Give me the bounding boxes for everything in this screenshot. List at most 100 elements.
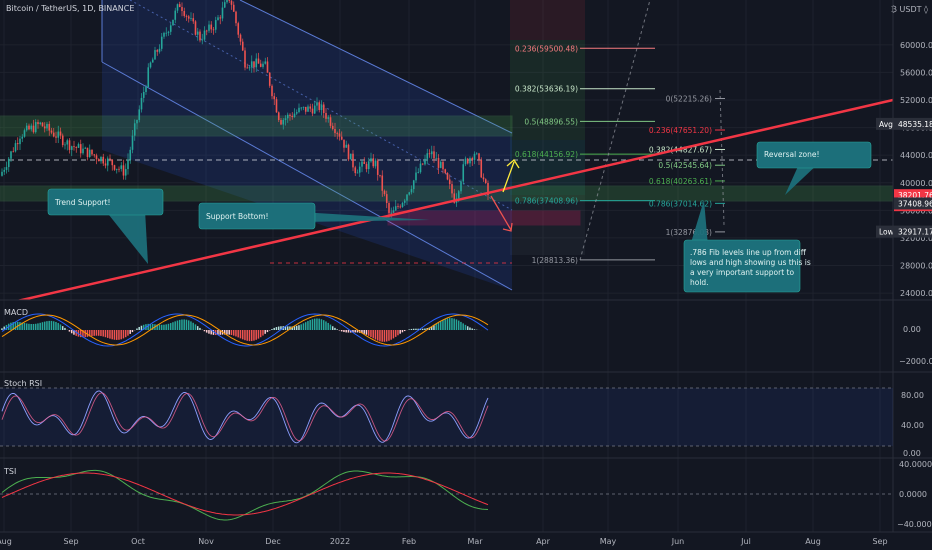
price-tick-9: 24000.00 [900, 289, 932, 298]
price-tick-1: 56000.00 [900, 68, 932, 77]
macd-bar [14, 321, 17, 330]
candle-body [286, 114, 289, 119]
macd-bar [147, 323, 149, 330]
candle-body [19, 138, 21, 145]
channel-lower-line[interactable] [101, 61, 513, 291]
price-pane[interactable]: 0.236(59500.48) 0.382(53636.19) 0.5(48896.… [0, 0, 893, 305]
macd-bar [106, 330, 109, 338]
candle-body [91, 149, 93, 155]
time-tick-13: Sep [872, 537, 887, 546]
macd-bar [232, 330, 235, 336]
macd-bar [289, 326, 291, 330]
candle-body [183, 11, 186, 16]
candle-body [437, 158, 440, 168]
macd-pane[interactable]: MACD 0.00 −2000.00 [1, 308, 932, 366]
currency-label: ₿ USDT ◊ [891, 5, 928, 14]
macd-bar [424, 328, 426, 330]
macd-bar [41, 322, 44, 330]
reversal-zone-callout[interactable]: Reversal zone! [756, 141, 872, 195]
candle-body [365, 163, 368, 170]
macd-bar [266, 330, 269, 333]
fib-levels-callout[interactable]: .786 Fib levels line up from diff lows an… [683, 200, 811, 293]
macd-bar [73, 330, 75, 335]
candle-body [293, 113, 296, 118]
macd-bar [21, 322, 23, 330]
macd-bar [3, 326, 5, 330]
fib-retracement-left[interactable]: 0.236(59500.48) 0.382(53636.19) 0.5(48896.… [515, 44, 655, 265]
candle-body [253, 61, 255, 68]
time-axis[interactable]: Aug Sep Oct Nov Dec 2022 Feb Mar Apr May Jun Jul Aug… [0, 537, 888, 546]
stoch-rsi-band [0, 388, 893, 446]
tsi-pane[interactable]: TSI 40.0000 0.0000 −40.0000 [0, 460, 932, 529]
candle-body [426, 153, 429, 159]
candle-body [336, 133, 339, 134]
descending-channel[interactable] [102, 0, 512, 290]
candle-body [275, 99, 278, 113]
support-bottom-zone[interactable] [387, 210, 581, 226]
candle-body [428, 153, 431, 155]
macd-bar [361, 330, 363, 334]
candle-body [403, 200, 406, 203]
resistance-zone[interactable] [0, 115, 513, 137]
trend-support-line[interactable] [0, 98, 893, 305]
price-tick-5: 40000.00 [900, 179, 932, 188]
candle-body [102, 156, 105, 164]
macd-bar [453, 318, 455, 330]
macd-bar [262, 330, 264, 336]
candle-body [300, 107, 303, 109]
candle-body [408, 192, 411, 195]
macd-bar [174, 321, 176, 330]
macd-bar [376, 330, 379, 341]
candle-body [320, 104, 323, 111]
candle-body [217, 17, 219, 21]
candle-body [241, 41, 244, 51]
stoch-rsi-pane[interactable]: Stoch RSI 80.00 40.00 0.00 [0, 379, 924, 458]
macd-line [1, 313, 489, 347]
trend-support-callout[interactable]: Trend Support! [47, 188, 164, 264]
candle-body [392, 210, 395, 213]
candle-body [345, 144, 348, 148]
candle-body [50, 130, 53, 133]
candle-body [21, 136, 24, 139]
candle-body [115, 168, 118, 170]
macd-bar [397, 330, 399, 336]
candle-body [433, 151, 435, 159]
macd-bar [32, 324, 35, 330]
macd-bar [356, 330, 359, 333]
candle-body [194, 21, 197, 35]
macd-bar [455, 319, 458, 330]
macd-bar [433, 325, 435, 330]
macd-bar [102, 330, 104, 337]
price-tag-label-bg-0 [876, 117, 894, 130]
fib-right-label-0: 0(52215.26) [666, 95, 712, 104]
macd-bar [212, 330, 215, 335]
candle-body [113, 165, 116, 170]
candle-body [291, 115, 294, 118]
candle-body [181, 7, 183, 12]
candle-body [172, 19, 174, 26]
macd-bar [383, 330, 386, 342]
candle-body [118, 168, 120, 170]
candle-body [165, 32, 168, 34]
macd-bar [408, 329, 410, 330]
macd-bar [277, 326, 280, 330]
support-bottom-callout[interactable]: Support Bottom! [198, 202, 430, 230]
svg-text:.786 Fib levels line up from d: .786 Fib levels line up from diff lows an… [690, 248, 811, 287]
macd-bar [460, 321, 462, 330]
candle-body [316, 102, 318, 106]
channel-upper-line[interactable] [239, 0, 513, 134]
macd-bar [291, 326, 293, 330]
candle-body [3, 169, 6, 172]
macd-bar [185, 319, 188, 330]
support-zone[interactable] [0, 185, 893, 202]
macd-bar [194, 324, 197, 330]
macd-bar [97, 330, 100, 336]
macd-bar [82, 330, 84, 338]
macd-bar [43, 321, 46, 330]
fib-zone-green [510, 40, 585, 140]
candle-body [376, 160, 379, 175]
candle-body [374, 160, 377, 167]
candle-body [331, 125, 334, 130]
macd-bar [30, 324, 32, 330]
